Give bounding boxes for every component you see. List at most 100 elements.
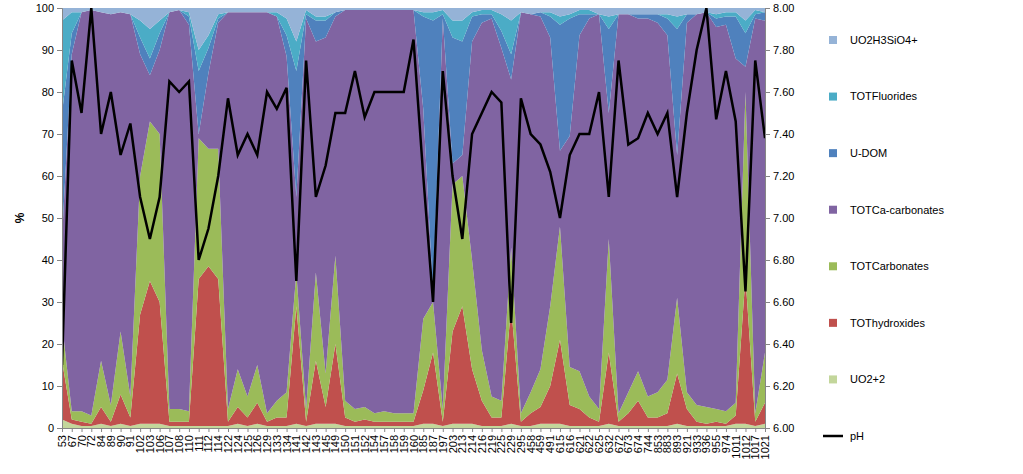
tick-mark <box>306 428 307 432</box>
tick-mark <box>638 428 639 432</box>
tick-label: 7.20 <box>773 170 794 182</box>
tick-mark <box>130 428 131 432</box>
tick-mark <box>57 260 62 261</box>
legend-label: TOTCa-carbonates <box>850 204 944 216</box>
tick-mark <box>404 428 405 432</box>
tick-mark <box>140 428 141 432</box>
tick-mark <box>121 428 122 432</box>
tick: 20 <box>42 338 62 350</box>
tick-mark <box>57 50 62 51</box>
tick-mark <box>384 428 385 432</box>
tick-label: 30 <box>42 296 54 308</box>
tick-label: 6.20 <box>773 380 794 392</box>
tick-mark <box>248 428 249 432</box>
tick-mark <box>228 428 229 432</box>
x-axis: 5367707284899091102103106107108110111112… <box>56 428 771 459</box>
tick-mark <box>82 428 83 432</box>
tick-mark <box>296 428 297 432</box>
tick-mark <box>57 386 62 387</box>
tick-mark <box>648 428 649 432</box>
tick-mark <box>287 428 288 432</box>
chart: 01020304050607080901006.006.206.406.606.… <box>0 0 1023 474</box>
tick: 7.00 <box>765 212 794 224</box>
tick-label: 100 <box>36 2 54 14</box>
tick-mark <box>316 428 317 432</box>
tick-mark <box>57 428 62 429</box>
marks <box>62 8 765 428</box>
tick-label: 7.80 <box>773 44 794 56</box>
tick: 7.40 <box>765 128 794 140</box>
tick: 7.20 <box>765 170 794 182</box>
legend-item: U-DOM <box>829 147 887 159</box>
tick-mark <box>765 302 770 303</box>
tick-mark <box>208 428 209 432</box>
tick: 0 <box>48 422 62 434</box>
legend-label: TOThydroxides <box>850 317 925 329</box>
tick: 30 <box>42 296 62 308</box>
legend-item: TOThydroxides <box>829 317 925 329</box>
legend-label: UO2+2 <box>850 373 885 385</box>
tick-mark <box>355 428 356 432</box>
tick-mark <box>765 134 770 135</box>
tick-mark <box>101 428 102 432</box>
tick: 6.60 <box>765 296 794 308</box>
legend-swatch <box>823 435 843 438</box>
tick-label: 40 <box>42 254 54 266</box>
tick-mark <box>658 428 659 432</box>
tick-mark <box>765 8 770 9</box>
axis-line <box>766 9 771 429</box>
tick-mark <box>472 428 473 432</box>
legend-swatch <box>829 262 837 270</box>
tick-mark <box>199 428 200 432</box>
tick-mark <box>238 428 239 432</box>
tick-mark <box>345 428 346 432</box>
tick-mark <box>453 428 454 432</box>
tick-mark <box>511 428 512 432</box>
tick: 6.40 <box>765 338 794 350</box>
tick-mark <box>257 428 258 432</box>
tick-mark <box>628 428 629 432</box>
tick-mark <box>765 386 770 387</box>
tick-mark <box>697 428 698 432</box>
tick: 40 <box>42 254 62 266</box>
legend-label: TOTFluorides <box>850 90 918 102</box>
y-axis: 0102030405060708090100 <box>36 2 63 434</box>
legend-item: TOTCarbonates <box>829 260 929 272</box>
tick-mark <box>492 428 493 432</box>
tick-mark <box>540 428 541 432</box>
legend-swatch <box>829 36 837 44</box>
tick: 90 <box>42 44 62 56</box>
tick-mark <box>765 260 770 261</box>
legend-swatch <box>829 93 837 101</box>
tick-mark <box>57 8 62 9</box>
tick-mark <box>677 428 678 432</box>
tick-mark <box>619 428 620 432</box>
tick-mark <box>667 428 668 432</box>
tick-mark <box>550 428 551 432</box>
tick-mark <box>589 428 590 432</box>
tick-mark <box>521 428 522 432</box>
tick-mark <box>160 428 161 432</box>
tick-mark <box>72 428 73 432</box>
tick: 80 <box>42 86 62 98</box>
tick-mark <box>423 428 424 432</box>
tick-mark <box>111 428 112 432</box>
tick-mark <box>570 428 571 432</box>
legend-swatch <box>829 319 837 327</box>
tick-mark <box>57 218 62 219</box>
tick-label: 0 <box>48 422 54 434</box>
tick-mark <box>169 428 170 432</box>
tick-label: 6.80 <box>773 254 794 266</box>
tick-mark <box>267 428 268 432</box>
tick-mark <box>687 428 688 432</box>
tick: 6.20 <box>765 380 794 392</box>
tick-mark <box>433 428 434 432</box>
tick-mark <box>374 428 375 432</box>
tick-label: 7.60 <box>773 86 794 98</box>
tick-mark <box>91 428 92 432</box>
tick-label: 7.00 <box>773 212 794 224</box>
tick-label: 10 <box>42 380 54 392</box>
tick: 60 <box>42 170 62 182</box>
y-axis-title: % <box>13 212 27 223</box>
tick: 10 <box>42 380 62 392</box>
